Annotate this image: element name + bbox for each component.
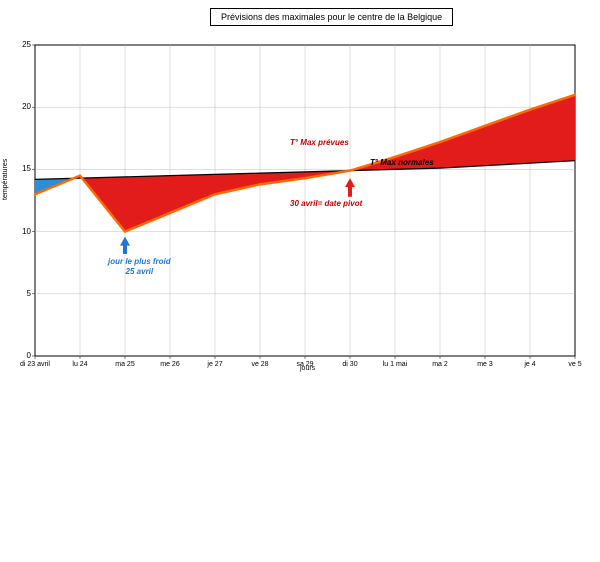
x-tick: me 26 [160, 361, 179, 368]
x-tick: me 3 [477, 361, 493, 368]
y-tick: 10 [17, 227, 31, 236]
annotation-froid-line2: 25 avril [126, 267, 154, 276]
x-tick: ve 28 [251, 361, 268, 368]
annotation-normales: T° Max normales [370, 158, 434, 167]
x-tick: ve 5 [568, 361, 581, 368]
x-tick: je 27 [207, 361, 222, 368]
annotation-prevues: T° Max prévues [290, 138, 349, 147]
x-tick: lu 24 [72, 361, 87, 368]
y-tick: 0 [17, 351, 31, 360]
annotation-froid-line1: jour le plus froid [108, 257, 171, 266]
chart: Prévisions des maximales pour le centre … [0, 0, 600, 562]
y-tick: 15 [17, 164, 31, 173]
x-tick: ma 2 [432, 361, 448, 368]
annotation-froid: jour le plus froid 25 avril [108, 257, 171, 276]
y-axis-label: températures [2, 159, 9, 200]
y-tick: 25 [17, 40, 31, 49]
x-tick: di 23 avril [20, 361, 50, 368]
x-tick: lu 1 mai [383, 361, 408, 368]
annotation-pivot: 30 avril= date pivot [290, 199, 362, 208]
x-tick: ma 25 [115, 361, 134, 368]
y-tick: 20 [17, 102, 31, 111]
x-tick: je 4 [524, 361, 535, 368]
chart-svg [0, 0, 600, 562]
y-tick: 5 [17, 289, 31, 298]
x-tick: sa 29 [296, 361, 313, 368]
x-tick: di 30 [342, 361, 357, 368]
